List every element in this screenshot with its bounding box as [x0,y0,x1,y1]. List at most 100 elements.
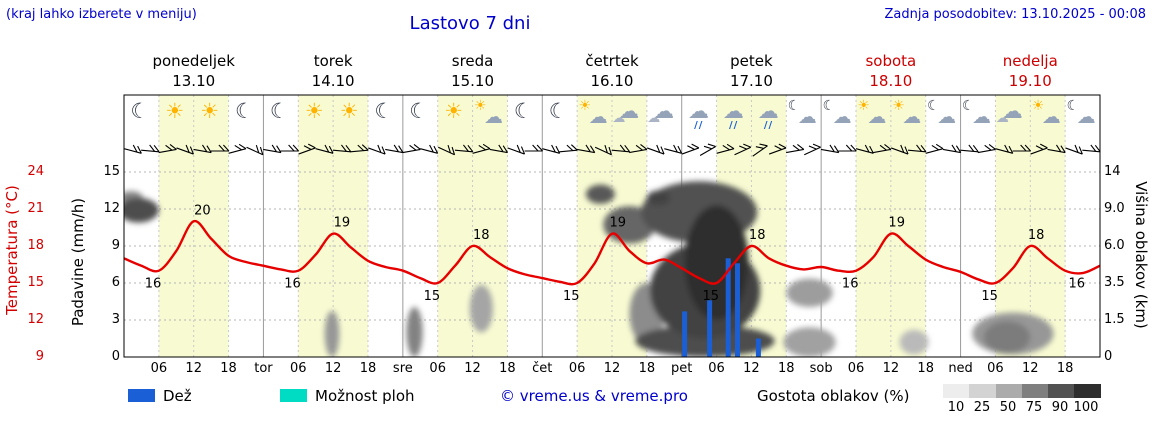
density-segment-10 [943,384,970,398]
moon-glyph: ☾ [548,99,568,123]
sun-icon: ☀ [194,99,228,129]
cloud-glyph: ☁ [618,99,640,123]
moon-cloud-icon: ☾ ☁ [787,99,821,129]
moon-glyph: ☾ [235,99,254,123]
cloud-glyph: ☁ [1001,99,1023,123]
cloud-density-legend-label: Gostota oblakov (%) [757,387,910,405]
sun-icon: ☀ [334,99,368,129]
svg-text:15: 15 [424,289,441,304]
cloud-glyph: ☁ [688,99,710,123]
rain-glyph: // [763,120,774,131]
rain-legend-label: Dež [163,387,192,405]
density-tick-label: 90 [1051,400,1069,415]
x-tick-hour: 12 [603,361,621,376]
cloud-height-tick: 14 [1104,164,1121,179]
moon-glyph: ☾ [269,99,289,123]
x-tick-hour: 12 [185,361,202,376]
sun-icon: ☀ [438,99,472,129]
wind-barbs [123,143,1101,157]
sun-glyph: ☀ [339,99,359,123]
temp-tick: 21 [27,201,44,216]
showers-legend-label: Možnost ploh [315,387,415,405]
sun-glyph: ☀ [474,98,487,114]
density-segment-75 [1021,384,1049,398]
sun-glyph: ☀ [444,99,463,123]
page-title: Lastovo 7 dni [409,13,531,34]
rain-bars [682,258,761,357]
sun-cloud-icon: ☀ ☁ [856,99,890,129]
day-name-sreda: sreda [451,52,494,70]
rain-cloud-icon: ☁// [682,99,716,131]
x-tick-hour: 06 [708,361,725,376]
sun-glyph: ☀ [857,98,870,114]
moon-glyph: ☾ [409,99,429,123]
moon-glyph: ☾ [374,99,394,123]
copyright-link[interactable]: © vreme.us & vreme.pro [500,387,688,405]
day-date: 13.10 [172,72,216,90]
moon-glyph: ☾ [962,98,975,114]
cloud-icon: ☁ ☁ [612,99,646,129]
x-tick-hour: 12 [324,361,342,376]
rain-glyph: // [729,120,739,131]
precip-tick: 0 [111,349,120,364]
cloud-glyph: ☁ [797,106,817,128]
x-tick-day-tor: tor [254,361,273,376]
cloud-height-tick: 0 [1104,349,1113,364]
cloud-glyph: ☁ [995,111,1009,126]
moon-icon: ☾ [403,99,437,129]
x-tick-hour: 12 [743,361,760,376]
svg-text:16: 16 [284,277,301,292]
day-name-ponedeljek: ponedeljek [152,52,235,70]
temp-tick: 18 [27,238,44,253]
moon-icon: ☾ [124,99,158,129]
svg-text:16: 16 [842,277,859,292]
cloud-glyph: ☁ [1041,106,1061,128]
moon-icon: ☾ [229,99,263,129]
showers-legend-swatch [280,389,307,402]
svg-text:18: 18 [1028,228,1045,243]
x-tick-day-sre: sre [392,361,413,376]
sun-icon: ☀ [299,99,333,129]
moon-cloud-icon: ☾ ☁ [1066,99,1100,129]
day-name-nedelja: nedelja [1002,52,1058,70]
cloud-glyph: ☁ [1076,106,1096,128]
cloud-glyph: ☁ [757,99,779,123]
x-tick-day-ned: ned [948,361,973,376]
precip-tick: 9 [111,238,120,253]
x-tick-hour: 18 [359,361,377,376]
x-tick-hour: 12 [1022,361,1039,376]
x-tick-hour: 18 [1056,361,1074,376]
sun-glyph: ☀ [200,99,219,123]
moon-cloud-icon: ☾ ☁ [961,99,995,129]
cloud-glyph: ☁ [867,106,887,128]
x-tick-hour: 06 [847,361,865,376]
moon-glyph: ☾ [822,98,836,114]
cloud-height-tick: 1.5 [1104,312,1125,327]
cloud-glyph: ☁ [902,106,922,128]
cloud-glyph: ☁ [588,106,608,128]
cloud-glyph: ☁ [937,106,957,128]
svg-text:20: 20 [194,203,211,218]
day-date: 14.10 [311,72,355,90]
sun-cloud-icon: ☀ ☁ [578,99,612,129]
day-name-četrtek: četrtek [585,52,639,70]
moon-glyph: ☾ [1066,98,1080,114]
cloud-glyph: ☁ [972,106,991,128]
moon-cloud-icon: ☾ ☁ [926,99,960,129]
x-tick-hour: 18 [917,361,934,376]
moon-glyph: ☾ [787,98,801,114]
day-date: 15.10 [451,72,495,90]
svg-text:19: 19 [610,216,627,231]
precip-tick: 15 [103,164,120,179]
moon-icon: ☾ [543,99,577,129]
vertical-gridlines [158,95,1066,357]
x-tick-hour: 06 [429,361,446,376]
sun-glyph: ☀ [165,99,185,123]
cloud-glyph: ☁ [484,106,503,128]
cloud-glyph: ☁ [653,99,675,123]
cloud-icon: ☁ ☁ [647,99,681,129]
cloud-density-gradient-bar [943,384,1101,398]
x-tick-hour: 12 [464,361,481,376]
